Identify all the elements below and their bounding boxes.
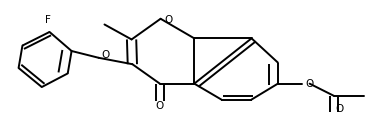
- Text: O: O: [336, 104, 344, 114]
- Text: O: O: [156, 101, 164, 111]
- Text: O: O: [101, 50, 110, 60]
- Text: O: O: [164, 15, 173, 25]
- Text: F: F: [45, 15, 51, 25]
- Text: O: O: [305, 79, 314, 89]
